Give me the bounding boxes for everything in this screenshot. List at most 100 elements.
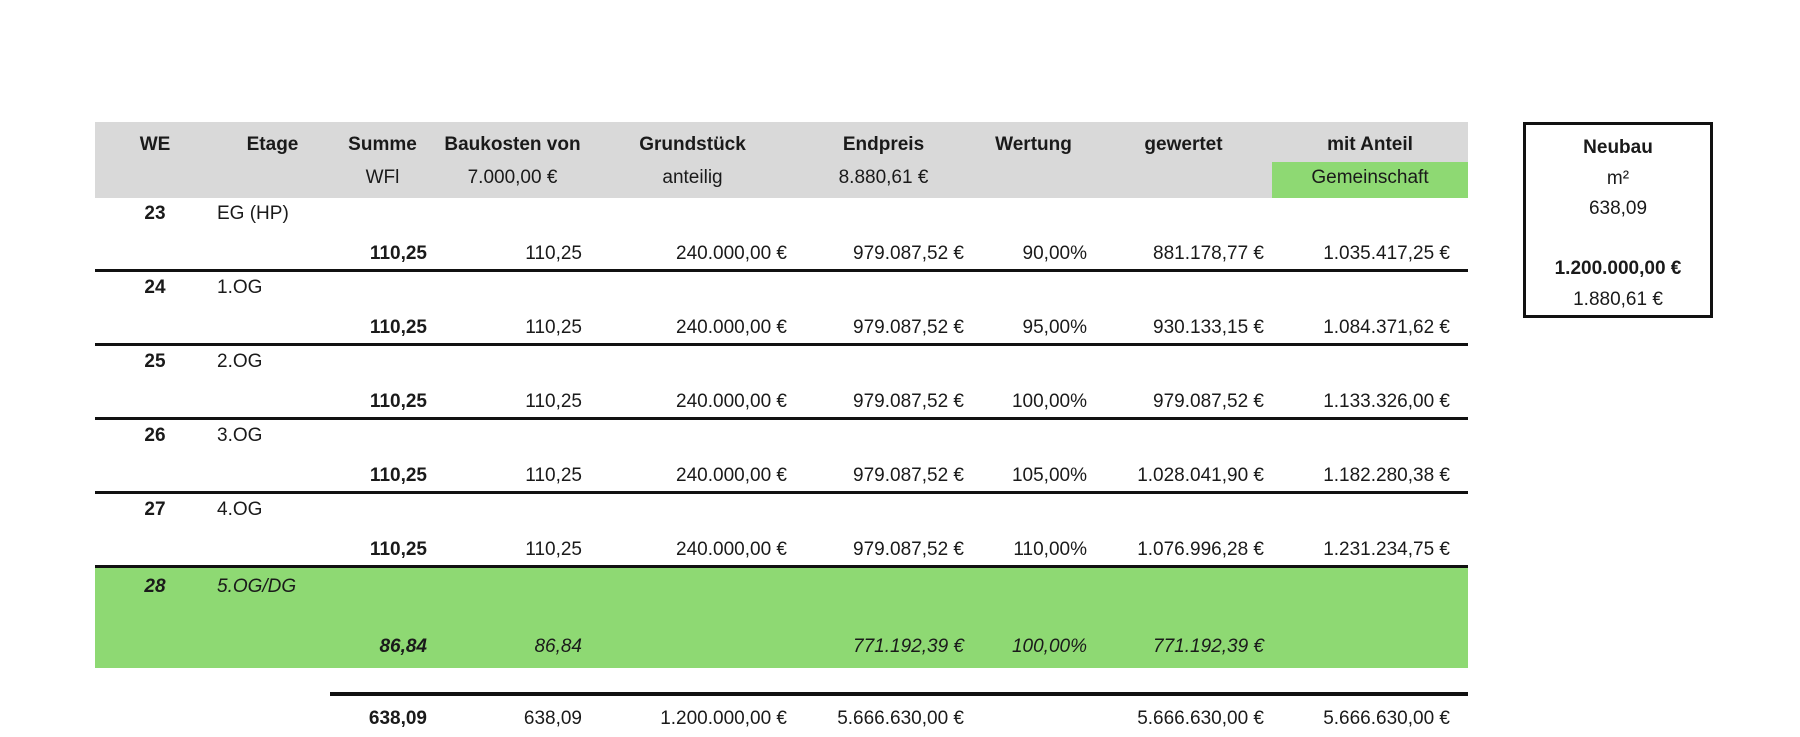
subheader-anteilig: anteilig	[590, 162, 795, 198]
cell-wertung: 100,00%	[972, 618, 1095, 668]
cell-empty	[215, 694, 330, 737]
cell-empty	[215, 313, 330, 346]
cell-label-filler	[330, 345, 1468, 388]
total-gewertet: 5.666.630,00 €	[1095, 692, 1272, 737]
unit-26-data-row: 110,25 110,25 240.000,00 € 979.087,52 € …	[95, 461, 1468, 494]
neubau-title: Neubau	[1583, 137, 1653, 159]
cell-empty	[95, 618, 215, 668]
col-header-summe: Summe	[330, 122, 435, 162]
cell-wertung: 95,00%	[972, 313, 1095, 346]
cell-baukosten: 110,25	[435, 239, 590, 272]
col-header-etage: Etage	[215, 122, 330, 162]
unit-26-label-row: 26 3.OG	[95, 419, 1468, 462]
cell-gewertet: 771.192,39 €	[1095, 618, 1272, 668]
cell-mit-anteil	[1272, 618, 1468, 668]
cell-etage: 1.OG	[217, 277, 263, 298]
cell-we: 25	[144, 351, 166, 372]
col-header-we: WE	[95, 122, 215, 162]
subheader-baukosten-rate: 7.000,00 €	[435, 162, 590, 198]
cell-mit-anteil: 1.231.234,75 €	[1272, 535, 1468, 568]
cell-empty	[95, 313, 215, 346]
subheader-gewertet-empty	[1095, 162, 1272, 198]
unit-27-label-row: 27 4.OG	[95, 493, 1468, 536]
cell-summe: 86,84	[330, 618, 435, 668]
cell-empty	[215, 535, 330, 568]
sqm-unit-label: m²	[1606, 167, 1630, 189]
cell-etage: EG (HP)	[217, 203, 289, 224]
cell-we: 27	[144, 499, 166, 520]
neubau-summary-box: Neubau m² 638,09 1.200.000,00 € 1.880,61…	[1523, 122, 1713, 318]
unit-24-label-row: 24 1.OG	[95, 271, 1468, 314]
total-wertung-empty	[972, 692, 1095, 737]
total-mit-anteil: 5.666.630,00 €	[1272, 692, 1468, 737]
cell-wertung: 110,00%	[972, 535, 1095, 568]
cell-gewertet: 1.076.996,28 €	[1095, 535, 1272, 568]
cell-empty	[95, 694, 215, 737]
cell-empty	[215, 387, 330, 420]
cell-baukosten: 110,25	[435, 387, 590, 420]
spacer-row	[95, 668, 1468, 694]
cell-endpreis: 979.087,52 €	[795, 313, 972, 346]
cell-summe: 110,25	[330, 461, 435, 494]
total-grundstueck: 1.200.000,00 €	[590, 692, 795, 737]
cell-label-filler	[330, 198, 1468, 239]
subheader-endpreis-rate: 8.880,61 €	[795, 162, 972, 198]
cell-mit-anteil: 1.133.326,00 €	[1272, 387, 1468, 420]
cell-empty	[215, 461, 330, 494]
cell-endpreis: 771.192,39 €	[795, 618, 972, 668]
cell-etage: 5.OG/DG	[215, 566, 330, 618]
price-per-sqm-value: 1.880,61 €	[1573, 288, 1663, 310]
subheader-gemeinschaft: Gemeinschaft	[1272, 162, 1468, 198]
cell-mit-anteil: 1.084.371,62 €	[1272, 313, 1468, 346]
cell-empty	[215, 239, 330, 272]
cell-gewertet: 979.087,52 €	[1095, 387, 1272, 420]
unit-25-data-row: 110,25 110,25 240.000,00 € 979.087,52 € …	[95, 387, 1468, 420]
unit-25-label-row: 25 2.OG	[95, 345, 1468, 388]
cell-label-filler	[330, 493, 1468, 536]
cell-grundstueck: 240.000,00 €	[590, 461, 795, 494]
col-header-gewertet: gewertet	[1095, 122, 1272, 162]
cost-table: WE Etage Summe Baukosten von Grundstück …	[95, 122, 1468, 737]
cell-baukosten: 110,25	[435, 461, 590, 494]
subheader-wfl: WFl	[330, 162, 435, 198]
cell-grundstueck: 240.000,00 €	[590, 239, 795, 272]
cell-mit-anteil: 1.182.280,38 €	[1272, 461, 1468, 494]
subheader-wertung-empty	[972, 162, 1095, 198]
unit-23-data-row: 110,25 110,25 240.000,00 € 979.087,52 € …	[95, 239, 1468, 272]
cell-endpreis: 979.087,52 €	[795, 387, 972, 420]
unit-27-data-row: 110,25 110,25 240.000,00 € 979.087,52 € …	[95, 535, 1468, 568]
cell-summe: 110,25	[330, 387, 435, 420]
cell-we: 26	[144, 425, 166, 446]
cell-endpreis: 979.087,52 €	[795, 239, 972, 272]
cell-gewertet: 881.178,77 €	[1095, 239, 1272, 272]
cell-grundstueck: 240.000,00 €	[590, 535, 795, 568]
cell-grundstueck: 240.000,00 €	[590, 313, 795, 346]
cell-mit-anteil: 1.035.417,25 €	[1272, 239, 1468, 272]
unit-23-label-row: 23 EG (HP)	[95, 198, 1468, 239]
subheader-row: WFl 7.000,00 € anteilig 8.880,61 € Gemei…	[95, 162, 1468, 198]
cell-empty	[95, 387, 215, 420]
spacer	[95, 668, 1468, 694]
cell-gewertet: 1.028.041,90 €	[1095, 461, 1272, 494]
total-price-value: 1.200.000,00 €	[1554, 258, 1682, 280]
subheader-etage-empty	[215, 162, 330, 198]
cell-label-filler	[330, 566, 1468, 618]
cell-label-filler	[330, 419, 1468, 462]
cell-endpreis: 979.087,52 €	[795, 461, 972, 494]
cell-wertung: 90,00%	[972, 239, 1095, 272]
cell-etage: 3.OG	[217, 425, 263, 446]
cell-empty	[95, 535, 215, 568]
col-header-wertung: Wertung	[972, 122, 1095, 162]
cell-label-filler	[330, 271, 1468, 314]
cell-baukosten: 110,25	[435, 313, 590, 346]
header-row: WE Etage Summe Baukosten von Grundstück …	[95, 122, 1468, 162]
col-header-mit-anteil: mit Anteil	[1272, 122, 1468, 162]
cell-empty	[95, 461, 215, 494]
cell-baukosten: 86,84	[435, 618, 590, 668]
unit-28-label-row-highlighted: 28 5.OG/DG	[95, 566, 1468, 618]
cell-grundstueck	[590, 618, 795, 668]
cell-we: 23	[144, 203, 166, 224]
cell-we: 28	[95, 566, 215, 618]
unit-24-data-row: 110,25 110,25 240.000,00 € 979.087,52 € …	[95, 313, 1468, 346]
